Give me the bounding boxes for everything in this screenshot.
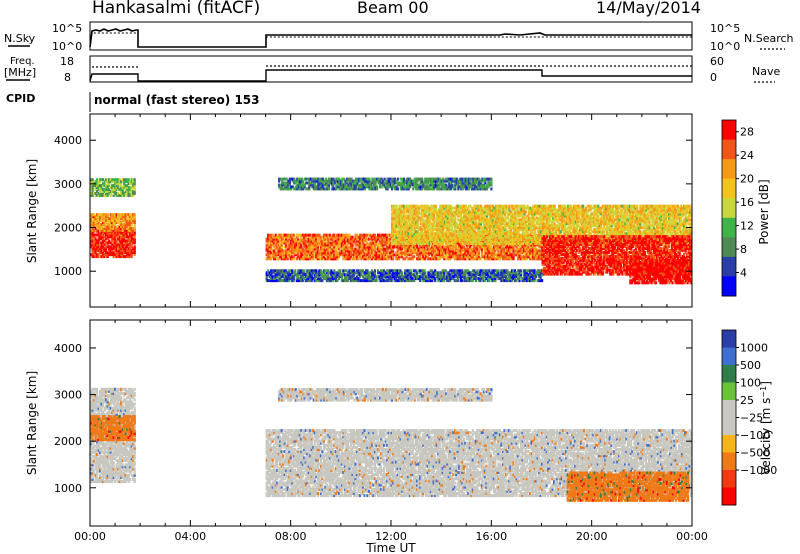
freq-tick-top: 18 [60,55,74,68]
nsky-trace [89,28,692,48]
nave-label: Nave [752,65,780,78]
velocity-colorbar-label: Velocity [m s−1] [759,381,774,475]
colorbar-swatch [722,178,736,199]
x-axis-label: Time UT [365,541,416,554]
power-echo-band [391,204,692,245]
beam-title: Beam 00 [357,0,429,17]
power-echo-band [265,269,544,283]
nsky-panel: N.Sky 10^5 10^0 10^5 10^0 N.Search [4,21,794,53]
colorbar-tick-label: 24 [740,149,754,162]
colorbar-swatch [722,470,736,488]
colorbar-swatch [722,198,736,219]
x-tick-label: 20:00 [576,530,608,543]
freq-label: Freq. [10,56,35,67]
colorbar-tick-label: 4 [740,267,747,280]
x-tick-label: 12:00 [375,530,407,543]
x-tick-label: 00:00 [74,530,106,543]
x-tick-label: 00:00 [676,530,708,543]
colorbar-swatch [722,435,736,453]
velocity-colorbar: 1000 500 100 25 −25 −100 −500 −1000 [721,329,777,506]
nsearch-tick-top: 10^5 [710,22,740,35]
colorbar-swatch [722,400,736,418]
colorbar-tick-label: −100 [740,429,770,442]
power-y-axis: 1000 2000 3000 4000 [54,114,693,307]
colorbar-tick-label: −500 [740,447,770,460]
colorbar-tick-label: 100 [740,377,761,390]
colorbar-tick-label: 16 [740,196,754,209]
colorbar-swatch [722,256,736,277]
colorbar-swatch [722,347,736,366]
nave-tick-bottom: 0 [710,71,717,84]
colorbar-swatch [722,159,736,180]
power-ylabel: Slant Range [km] [25,159,39,263]
freq-unit: [MHz] [4,66,36,79]
freq-panel: Freq. [MHz] 18 8 60 0 Nave [4,55,780,84]
colorbar-swatch [722,237,736,258]
colorbar-swatch [722,217,736,238]
colorbar-swatch [722,276,736,297]
colorbar-tick-label: 500 [740,359,761,372]
velocity-panel: 1000 2000 3000 4000 Slant Range [km] 1000 50… [25,319,777,527]
y-tick-label: 4000 [54,134,82,147]
date-title: 14/May/2014 [596,0,701,17]
colorbar-swatch [722,452,736,471]
colorbar-swatch [722,120,736,141]
station-title: Hankasalmi (fitACF) [92,0,260,18]
power-heatmap [90,177,692,285]
colorbar-tick-label: 8 [740,243,747,256]
nave-trace [92,65,692,68]
cpid-value: normal (fast stereo) 153 [94,93,260,107]
x-tick-label: 04:00 [174,530,206,543]
colorbar-swatch [722,139,736,160]
colorbar-tick-label: 1000 [740,342,768,355]
velocity-echo-band [278,388,493,402]
power-colorbar: 4 8 12 16 20 24 28 [721,119,754,297]
freq-tick-bottom: 8 [64,71,71,84]
colorbar-tick-label: −1000 [740,464,777,477]
nsky-tick-top: 10^5 [52,22,82,35]
power-colorbar-label: Power [dB] [757,179,771,244]
y-tick-label: 3000 [54,389,82,402]
power-echo-band [90,229,136,259]
colorbar-tick-label: 12 [740,220,754,233]
velocity-y-axis: 1000 2000 3000 4000 [54,320,693,526]
nsearch-tick-bottom: 10^0 [710,40,740,53]
y-tick-label: 1000 [54,482,82,495]
colorbar-swatch [722,417,736,436]
x-tick-label: 08:00 [275,530,307,543]
velocity-echo-band [566,471,690,502]
y-tick-label: 3000 [54,178,82,191]
colorbar-tick-label: 25 [740,394,754,407]
colorbar-tick-label: −25 [740,412,763,425]
nsearch-label: N.Search [744,32,794,45]
velocity-echo-band [90,415,136,442]
colorbar-swatch [722,365,736,383]
power-echo-band [90,213,136,232]
y-tick-label: 2000 [54,435,82,448]
x-tick-label: 16:00 [475,530,507,543]
colorbar-tick-label: 20 [740,173,754,186]
nave-tick-top: 60 [710,55,724,68]
power-echo-band [629,259,692,285]
velocity-ylabel: Slant Range [km] [25,371,39,475]
colorbar-tick-label: 28 [740,126,754,139]
colorbar-swatch [722,330,736,348]
power-echo-band [90,178,136,197]
cpid-label: CPID [6,92,35,105]
nsky-tick-bottom: 10^0 [52,40,82,53]
y-tick-label: 1000 [54,265,82,278]
colorbar-swatch [722,487,736,506]
colorbar-swatch [722,382,736,401]
nsky-label: N.Sky [4,32,36,45]
y-tick-label: 4000 [54,342,82,355]
y-tick-label: 2000 [54,222,82,235]
velocity-heatmap [90,387,692,502]
nsearch-trace [89,32,692,48]
time-x-axis: 00:00 04:00 08:00 12:00 16:00 20:00 00:00 [74,530,708,543]
freq-trace [89,69,692,82]
power-panel: 1000 2000 3000 4000 Slant Range [km] 4 8 12 16… [25,113,771,308]
power-echo-band [278,177,493,191]
